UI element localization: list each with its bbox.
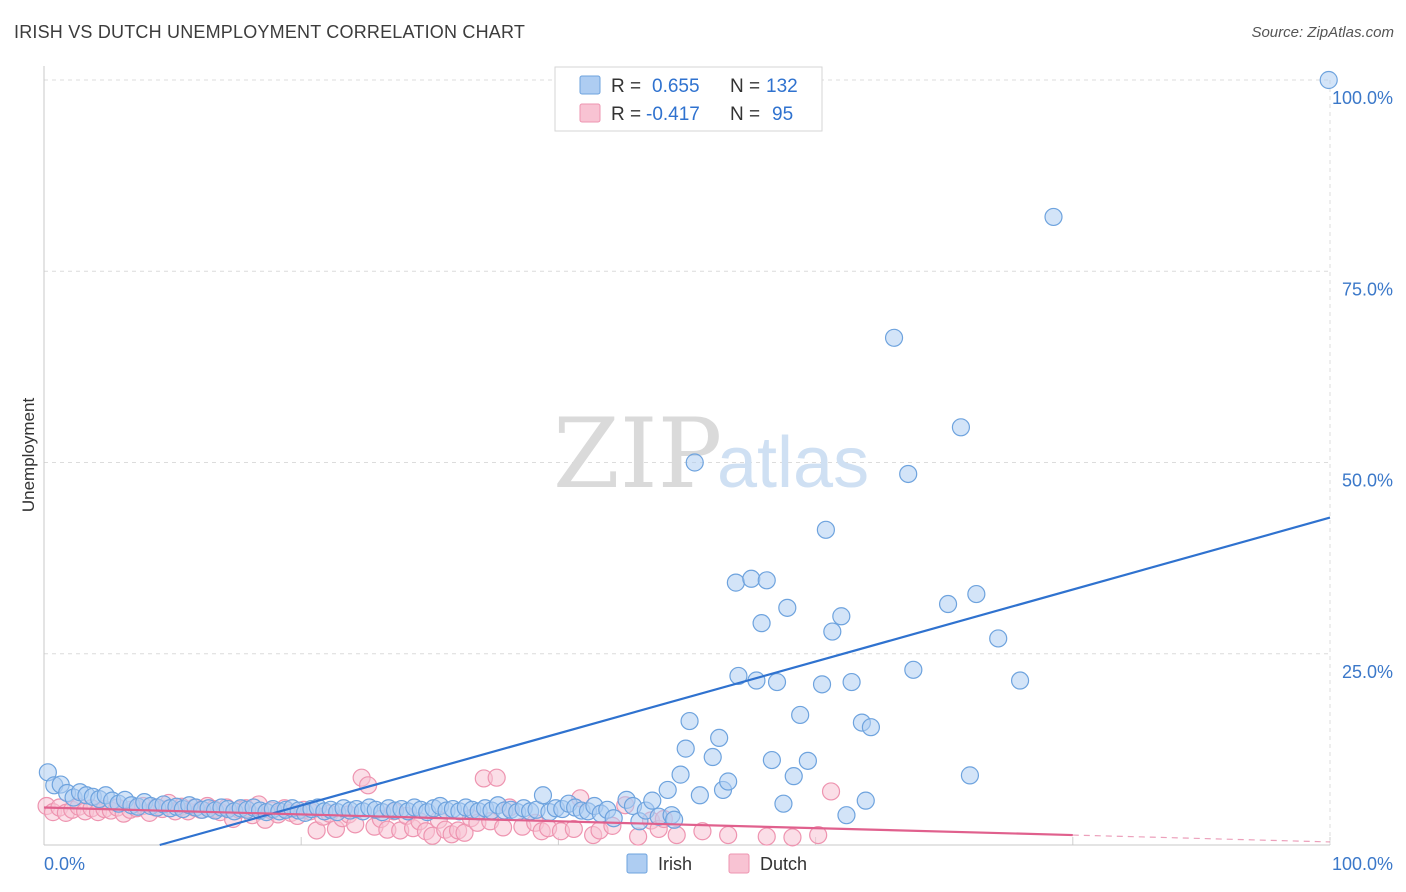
x-tick-label-max: 100.0% (1332, 854, 1393, 874)
dutch-point (719, 825, 738, 845)
irish-trendline (159, 516, 1331, 847)
irish-point (899, 464, 918, 484)
irish-point (742, 569, 761, 588)
irish-point (837, 806, 856, 825)
irish-point (658, 780, 677, 800)
irish-point (703, 747, 722, 767)
stats-legend: R = 0.655 N = 132 R = -0.417 N = 95 (554, 66, 823, 132)
irish-point (842, 672, 861, 692)
irish-point (861, 718, 880, 737)
watermark: ZIP atlas (553, 398, 869, 510)
chart-title: IRISH VS DUTCH UNEMPLOYMENT CORRELATION … (14, 22, 526, 42)
irish-point (680, 711, 699, 731)
irish-point (671, 765, 690, 784)
y-tick-label: 100.0% (1332, 88, 1393, 108)
legend-irish-label: Irish (658, 854, 692, 874)
irish-point (798, 751, 817, 770)
watermark-atlas: atlas (717, 423, 869, 503)
irish-point (1044, 207, 1063, 227)
irish-point (726, 573, 745, 592)
irish-point (823, 622, 842, 641)
dutch-r-label: R = (611, 104, 641, 125)
irish-point (690, 786, 709, 805)
irish-point (752, 614, 771, 633)
dutch-point (757, 827, 776, 846)
irish-point (1319, 70, 1338, 90)
irish-point (951, 418, 971, 437)
dutch-point (809, 825, 828, 845)
y-tick-label: 25.0% (1342, 662, 1393, 682)
irish-point (1010, 671, 1030, 690)
dutch-point (821, 782, 841, 801)
irish-point (665, 810, 684, 829)
irish-point (832, 607, 851, 626)
irish-point (884, 328, 904, 347)
dutch-point (564, 819, 583, 839)
x-tick-label-min: 0.0% (44, 854, 85, 874)
irish-point (685, 453, 704, 472)
dutch-swatch (579, 103, 601, 123)
dutch-point (783, 828, 802, 847)
dutch-trendline-extension (1072, 834, 1331, 843)
y-axis-title: Unemployment (19, 398, 38, 513)
irish-point (856, 791, 875, 810)
dutch-r-value: -0.417 (646, 104, 700, 125)
irish-point (757, 571, 776, 590)
dutch-point (693, 822, 712, 841)
irish-point (989, 629, 1008, 648)
legend-irish-swatch (626, 853, 648, 874)
irish-point (812, 675, 832, 694)
irish-point (938, 594, 958, 614)
source-credit: Source: ZipAtlas.com (1251, 24, 1394, 41)
irish-point (784, 767, 803, 786)
irish-point (762, 750, 781, 770)
dutch-point (494, 818, 513, 837)
tick-labels: 25.0% 50.0% 75.0% 100.0% 0.0% 100.0% (44, 88, 1393, 874)
dutch-trendline (43, 806, 1073, 837)
trendlines (43, 516, 1331, 847)
y-tick-label: 75.0% (1342, 279, 1393, 299)
irish-point (774, 794, 793, 813)
y-tick-label: 50.0% (1342, 471, 1393, 491)
irish-point (904, 660, 923, 679)
irish-point (778, 598, 797, 617)
irish-point (816, 520, 835, 539)
irish-point (960, 766, 980, 785)
irish-point (967, 584, 986, 604)
irish-point (710, 728, 729, 748)
irish-point (533, 786, 553, 805)
dutch-point (487, 768, 506, 787)
legend-dutch-label: Dutch (760, 854, 807, 874)
irish-swatch (579, 75, 601, 95)
dutch-point (629, 827, 648, 846)
dutch-point (667, 825, 686, 845)
dutch-n-value: 95 (772, 104, 793, 125)
axes (43, 66, 1330, 846)
irish-n-label: N = (730, 76, 760, 97)
irish-point (676, 739, 695, 758)
irish-point (643, 791, 662, 810)
dutch-n-label: N = (730, 104, 760, 125)
irish-point (791, 705, 810, 725)
irish-r-value: 0.655 (652, 76, 700, 97)
bottom-legend: Irish Dutch (626, 853, 807, 874)
irish-point (719, 772, 738, 791)
irish-point (767, 672, 787, 692)
irish-r-label: R = (611, 76, 641, 97)
irish-point (729, 666, 748, 686)
irish-point (604, 809, 623, 828)
irish-n-value: 132 (766, 76, 798, 97)
legend-dutch-swatch (728, 853, 750, 874)
